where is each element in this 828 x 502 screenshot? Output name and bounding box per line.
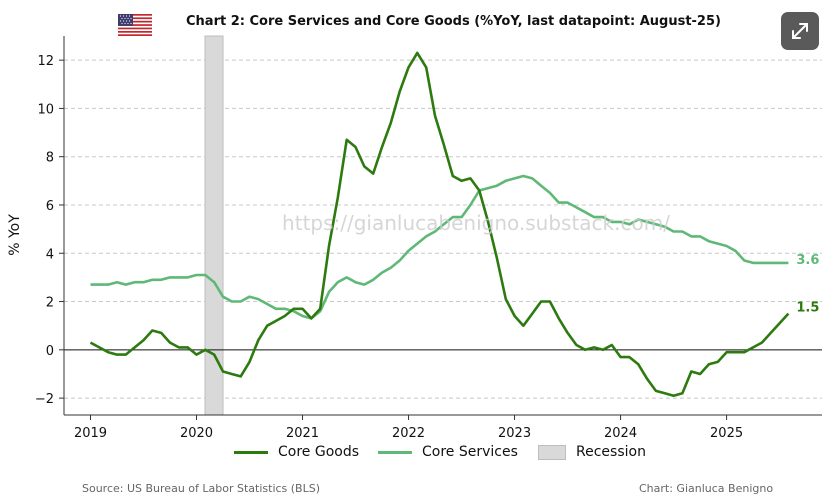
legend-swatch [234, 450, 268, 454]
us-flag-icon [118, 14, 152, 36]
chart-title: Chart 2: Core Services and Core Goods (%… [186, 14, 721, 29]
y-tick-label: 6 [46, 199, 54, 214]
x-tick-label: 2023 [498, 426, 531, 441]
series-lines [89, 51, 790, 398]
legend-item-core-services: Core Services [378, 444, 518, 460]
y-tick-label: 10 [37, 102, 54, 117]
y-tick-label: 12 [37, 54, 54, 69]
recession-band [204, 35, 224, 416]
legend-swatch [378, 450, 412, 454]
legend-label: Recession [576, 444, 646, 460]
x-tick-label: 2025 [710, 426, 743, 441]
chart-credit: Chart: Gianluca Benigno [639, 482, 774, 495]
y-tick-label: 8 [46, 151, 54, 166]
end-labels: 3.6 1.5 [796, 253, 819, 316]
x-tick-label: 2020 [180, 426, 213, 441]
x-tick-label: 2021 [286, 426, 319, 441]
y-tick-label: 2 [46, 296, 54, 311]
y-tick-label: 4 [46, 247, 54, 262]
legend-label: Core Goods [278, 444, 360, 460]
legend-item-core-goods: Core Goods [234, 444, 359, 460]
end-label-core-services: 3.6 [796, 253, 819, 268]
y-tick-label: 0 [46, 344, 54, 359]
y-axis-label: % YoY [7, 214, 23, 256]
x-tick-label: 2022 [392, 426, 425, 441]
expand-arrows-icon [792, 23, 808, 39]
x-tick-label: 2019 [74, 426, 107, 441]
legend-item-recession: Recession [538, 444, 646, 460]
legend-label: Core Services [422, 444, 518, 460]
source-note: Source: US Bureau of Labor Statistics (B… [82, 482, 321, 495]
watermark: https://gianlucabenigno.substack.com/ [282, 211, 670, 235]
legend: Core Goods Core Services Recession [0, 444, 828, 464]
series-line-core-services [90, 174, 789, 320]
x-tick-label: 2024 [604, 426, 637, 441]
gridlines [64, 59, 822, 399]
series-line-core-goods [89, 51, 790, 398]
y-tick-label: −2 [35, 392, 54, 407]
expand-button[interactable] [781, 12, 819, 50]
end-label-core-goods: 1.5 [796, 301, 819, 316]
legend-swatch [538, 444, 566, 460]
